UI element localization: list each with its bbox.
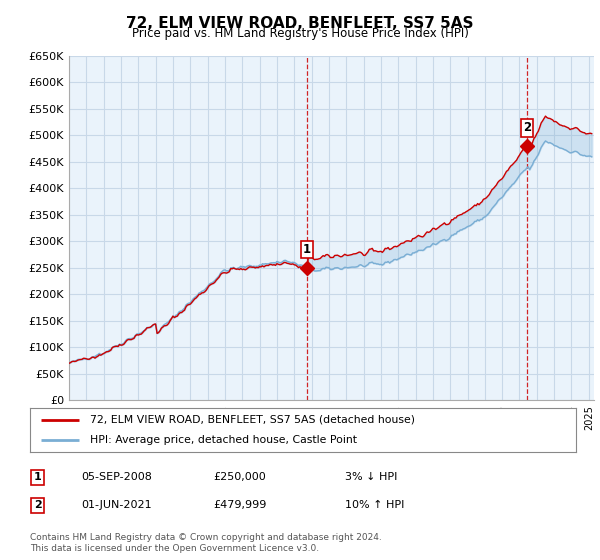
Text: 72, ELM VIEW ROAD, BENFLEET, SS7 5AS (detached house): 72, ELM VIEW ROAD, BENFLEET, SS7 5AS (de…: [90, 415, 415, 425]
Text: 1: 1: [303, 243, 311, 256]
Text: 10% ↑ HPI: 10% ↑ HPI: [345, 500, 404, 510]
Text: 2: 2: [34, 500, 41, 510]
Text: 01-JUN-2021: 01-JUN-2021: [81, 500, 152, 510]
Text: 3% ↓ HPI: 3% ↓ HPI: [345, 472, 397, 482]
Text: 72, ELM VIEW ROAD, BENFLEET, SS7 5AS: 72, ELM VIEW ROAD, BENFLEET, SS7 5AS: [126, 16, 474, 31]
Text: 1: 1: [34, 472, 41, 482]
Text: Contains HM Land Registry data © Crown copyright and database right 2024.
This d: Contains HM Land Registry data © Crown c…: [30, 533, 382, 553]
Text: £479,999: £479,999: [213, 500, 266, 510]
Text: £250,000: £250,000: [213, 472, 266, 482]
Text: Price paid vs. HM Land Registry's House Price Index (HPI): Price paid vs. HM Land Registry's House …: [131, 27, 469, 40]
Text: 05-SEP-2008: 05-SEP-2008: [81, 472, 152, 482]
Text: HPI: Average price, detached house, Castle Point: HPI: Average price, detached house, Cast…: [90, 435, 357, 445]
Text: 2: 2: [523, 122, 531, 134]
